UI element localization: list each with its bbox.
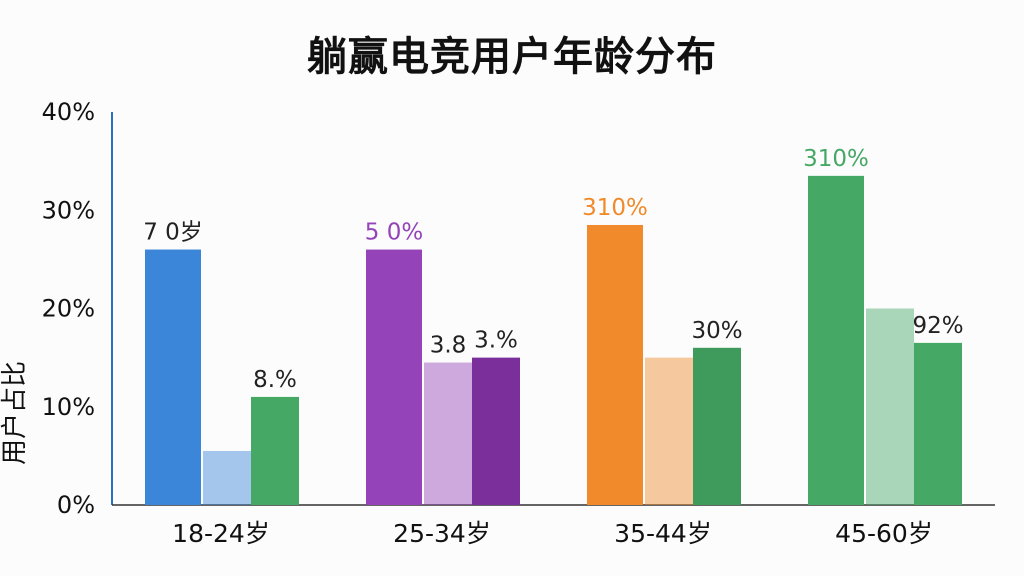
data-label: 7 0岁	[143, 220, 203, 246]
bar	[472, 357, 520, 505]
data-label: 310%	[803, 146, 869, 172]
y-tick-label: 30%	[42, 196, 95, 224]
bar	[145, 249, 201, 505]
x-tick-label: 18-24岁	[172, 519, 270, 548]
bar	[645, 357, 693, 505]
data-label: 8.%	[253, 367, 297, 393]
data-label: 3.8	[430, 333, 467, 359]
bar	[808, 175, 864, 506]
y-tick-label: 0%	[57, 491, 95, 519]
y-tick-label: 20%	[42, 295, 95, 323]
y-tick-label: 10%	[42, 393, 95, 421]
data-label: 310%	[582, 195, 648, 221]
data-label: 3.%	[474, 328, 518, 354]
bar	[366, 249, 422, 505]
bar	[203, 450, 251, 505]
y-tick-label: 40%	[42, 98, 95, 126]
x-tick-label: 25-34岁	[393, 519, 491, 548]
bar	[866, 308, 914, 505]
bar	[587, 224, 643, 506]
x-tick-label: 45-60岁	[835, 519, 933, 548]
x-tick-label: 35-44岁	[614, 519, 712, 548]
data-label: 5 0%	[365, 220, 423, 246]
bar	[424, 362, 472, 505]
bar	[693, 347, 741, 505]
chart-title: 躺赢电竞用户年龄分布	[307, 34, 717, 80]
data-label: 30%	[691, 318, 742, 344]
bar	[251, 396, 299, 505]
data-label: 92%	[912, 313, 963, 339]
bar	[914, 342, 962, 505]
